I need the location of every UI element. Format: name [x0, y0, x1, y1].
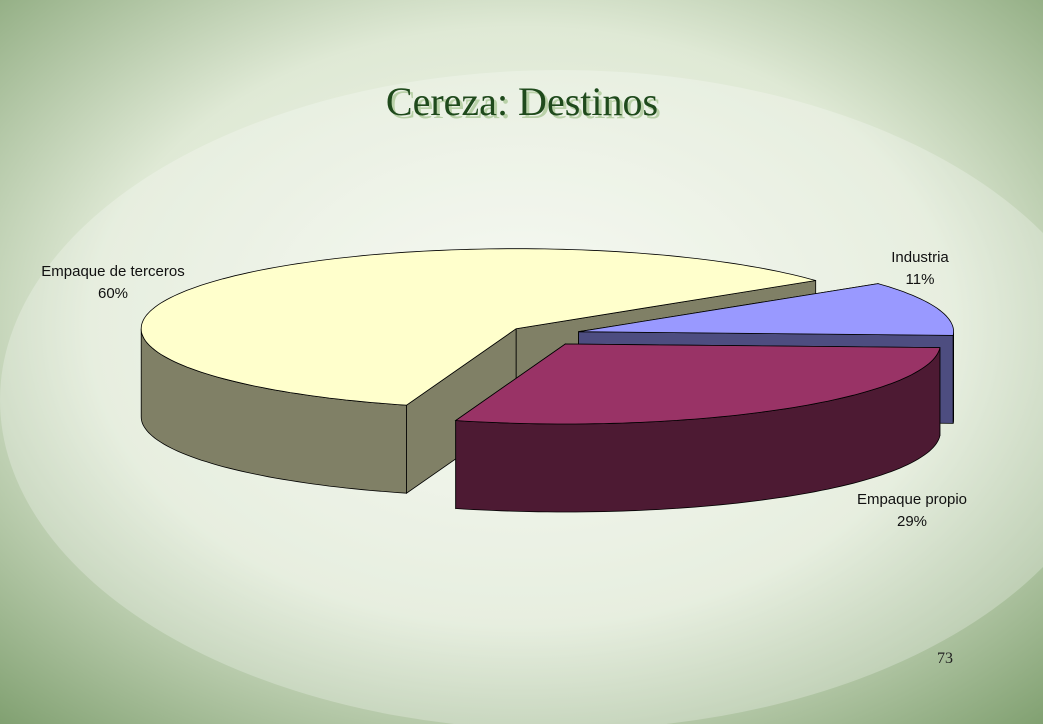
chart-title: Cereza: Destinos — [386, 79, 658, 124]
slice — [140, 248, 816, 406]
value-label: 60% — [98, 285, 128, 302]
slice-label: Empaque propio — [857, 491, 967, 508]
value-label: 29% — [897, 513, 927, 530]
pie — [140, 248, 955, 513]
slice — [578, 283, 955, 336]
slice-label: Industria — [891, 249, 949, 266]
chart-title-shadow: Cereza: Destinos — [389, 82, 661, 127]
slice — [454, 343, 941, 425]
value-label: 11% — [906, 271, 935, 288]
slice-label: Empaque de terceros — [41, 263, 184, 280]
slide-number: 73 — [937, 650, 953, 667]
